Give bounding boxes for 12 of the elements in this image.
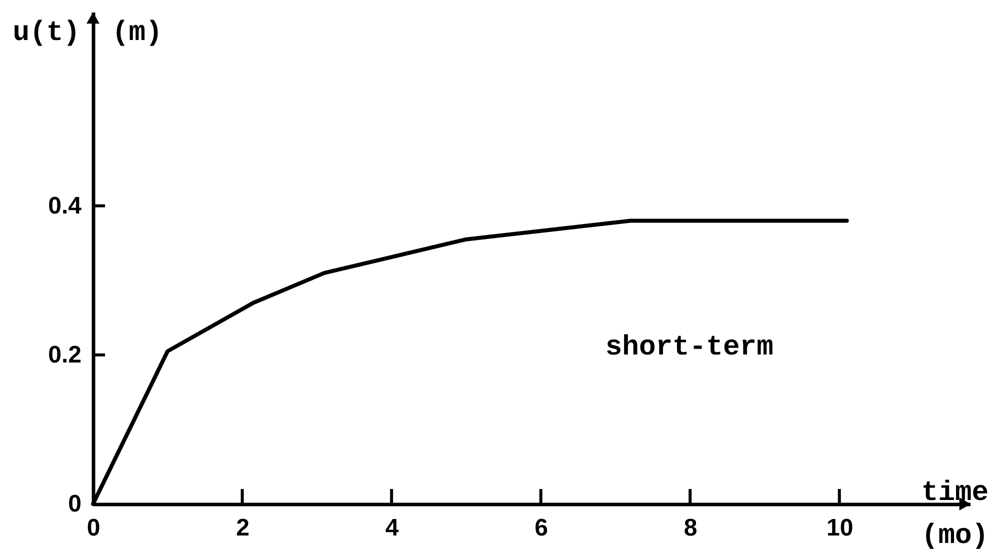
y-axis-title: u(t) (m) — [12, 18, 162, 49]
y-tick-label: 0.4 — [48, 192, 82, 220]
x-tick-label: 6 — [534, 514, 548, 542]
y-tick-label: 0.2 — [48, 341, 82, 368]
x-axis-title: time (mo) — [921, 478, 989, 552]
annotation: short-term — [605, 332, 774, 364]
x-tick-label: 10 — [826, 514, 854, 542]
y-tick-label: 0 — [68, 490, 82, 518]
x-tick-label: 4 — [385, 514, 400, 542]
x-tick-label: 0 — [86, 514, 100, 542]
x-tick-label: 2 — [236, 514, 250, 542]
x-tick-label: 8 — [684, 514, 698, 542]
